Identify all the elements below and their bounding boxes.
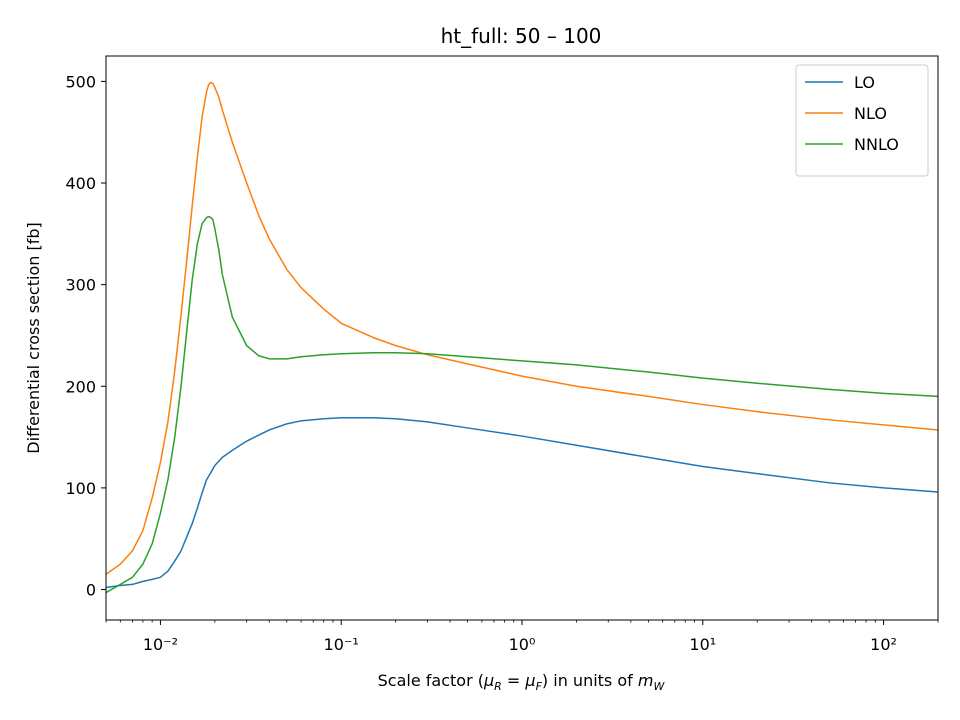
legend-label-lo: LO [854, 73, 875, 92]
legend-label-nlo: NLO [854, 104, 887, 123]
x-axis-label-units: ) in units of [542, 671, 638, 690]
legend: LO NLO NNLO [795, 64, 929, 177]
y-axis-label: Differential cross section [fb] [24, 222, 43, 453]
x-axis-label-sub-r: R [494, 680, 502, 693]
x-axis-label-eq: = [502, 671, 526, 690]
x-tick-label: 10² [870, 635, 897, 654]
x-axis: 10⁻² 10⁻¹ 10⁰ 10¹ 10² [105, 620, 939, 654]
x-tick-label: 10¹ [689, 635, 716, 654]
y-tick-label: 500 [65, 72, 96, 91]
x-axis-label: Scale factor (μR = μF) in units of mW [378, 671, 666, 693]
legend-box [795, 64, 929, 177]
series-line-nlo [106, 81, 938, 575]
x-axis-label-mu-f: μ [524, 671, 535, 690]
x-axis-label-m: m [638, 671, 654, 690]
x-tick-label: 10⁻² [143, 635, 178, 654]
x-axis-label-sub-w: W [653, 680, 665, 693]
y-tick-label: 0 [86, 581, 96, 600]
x-tick-label: 10⁻¹ [324, 635, 359, 654]
series-layer [106, 81, 938, 594]
y-tick-label: 400 [65, 174, 96, 193]
x-tick-label: 10⁰ [509, 635, 536, 654]
series-line-lo [106, 417, 938, 589]
x-axis-label-mu-r: μ [483, 671, 494, 690]
chart-title: ht_full: 50 – 100 [441, 24, 602, 48]
y-axis: 0 100 200 300 400 500 [65, 72, 106, 600]
legend-label-nnlo: NNLO [854, 135, 899, 154]
x-axis-label-text: Scale factor ( [378, 671, 484, 690]
y-tick-label: 300 [65, 276, 96, 295]
series-line-nnlo [106, 215, 938, 594]
y-tick-label: 200 [65, 377, 96, 396]
y-tick-label: 100 [65, 479, 96, 498]
x-axis-label-sub-f: F [536, 680, 543, 693]
